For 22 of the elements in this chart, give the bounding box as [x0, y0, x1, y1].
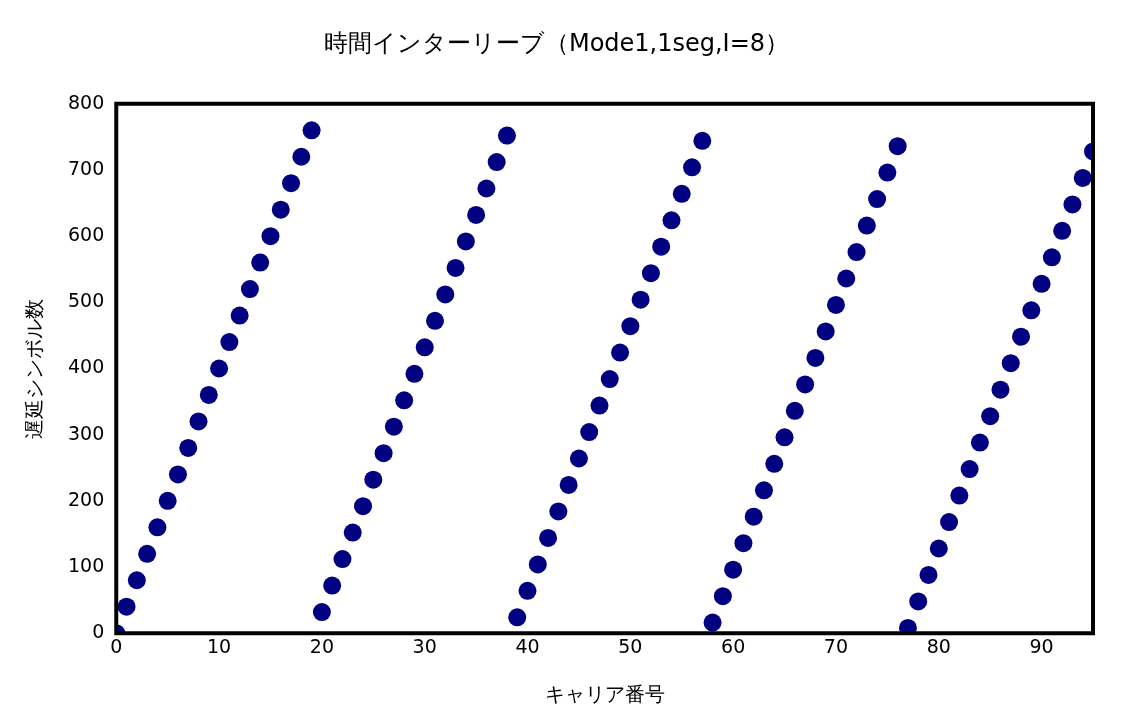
- x-tick-label: 10: [206, 634, 232, 657]
- x-tick-label: 30: [412, 634, 437, 657]
- y-tick-label: 0: [92, 620, 105, 643]
- y-tick-label: 700: [68, 156, 105, 179]
- x-tick-label: 40: [515, 634, 540, 657]
- y-tick-label: 300: [68, 421, 105, 444]
- y-axis-title: 遅延シンボル数: [22, 298, 47, 439]
- x-tick-label: 60: [721, 634, 746, 657]
- y-tick-label: 400: [68, 355, 105, 378]
- x-tick-label: 20: [309, 634, 334, 657]
- y-tick-label: 100: [68, 553, 105, 576]
- y-tick-label: 500: [68, 289, 105, 312]
- x-tick-label: 80: [926, 634, 951, 657]
- y-tick-label: 600: [68, 223, 105, 246]
- y-tick-label: 200: [68, 487, 105, 510]
- x-tick-label: 70: [823, 634, 849, 657]
- y-tick-label: 800: [68, 90, 105, 113]
- x-tick-label: 0: [110, 634, 123, 657]
- x-axis-title: キャリア番号: [544, 682, 665, 707]
- x-tick-label: 90: [1029, 634, 1054, 657]
- chart-title: 時間インターリーブ（Mode1,1seg,I=8）: [323, 28, 790, 57]
- x-tick-label: 50: [618, 634, 643, 657]
